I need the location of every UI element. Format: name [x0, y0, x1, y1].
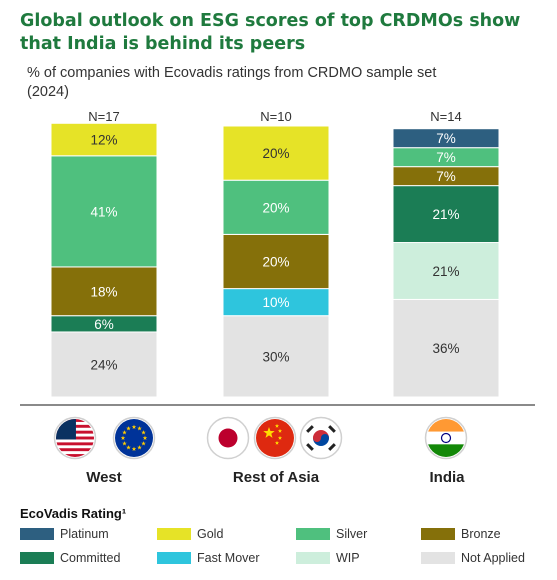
legend-swatch-platinum	[20, 528, 54, 540]
legend-swatch-committed	[20, 552, 54, 564]
data-label-india-silver: 7%	[436, 150, 456, 165]
data-label-india-not-applied: 36%	[432, 341, 459, 356]
legend-swatch-gold	[157, 528, 191, 540]
sample-size-label-west: N=17	[88, 109, 119, 124]
japan-flag-icon	[209, 419, 247, 457]
legend-item-bronze: Bronze	[421, 527, 501, 541]
legend-item-platinum: Platinum	[20, 527, 109, 541]
data-label-west-not-applied: 24%	[90, 357, 117, 372]
stacked-bar-chart: 24% 6% 18% 41% 12% N=17 30% 10% 20% 20% 20% N=10 36%…	[20, 109, 535, 460]
legend-item-gold: Gold	[157, 527, 223, 541]
bar-segment-rest-of-asia-not-applied	[222, 315, 330, 398]
data-label-india-platinum: 7%	[436, 131, 456, 146]
data-label-india-wip: 21%	[432, 264, 459, 279]
bar-segment-india-wip	[392, 242, 500, 300]
bar-segment-rest-of-asia-silver	[222, 179, 330, 235]
india-flag-border	[424, 416, 468, 460]
united-states-flag-icon	[56, 419, 94, 457]
united-states-flag-border	[53, 416, 97, 460]
bar-segment-west-gold	[50, 122, 158, 157]
legend-label-not-applied: Not Applied	[461, 551, 525, 565]
legend-label-bronze: Bronze	[461, 527, 501, 541]
bar-segment-india-not-applied	[392, 298, 500, 398]
bar-segment-west-silver	[50, 155, 158, 268]
sample-size-label-india: N=14	[430, 109, 461, 124]
bar-segment-west-not-applied	[50, 331, 158, 398]
bar-segment-rest-of-asia-fast-mover	[222, 288, 330, 317]
sample-size-label-rest-of-asia: N=10	[260, 109, 291, 124]
legend-label-committed: Committed	[60, 551, 121, 565]
chart-title: Global outlook on ESG scores of top CRDM…	[20, 11, 521, 54]
legend-swatch-silver	[296, 528, 330, 540]
legend-swatch-bronze	[421, 528, 455, 540]
data-label-west-gold: 12%	[90, 133, 117, 148]
india-flag-icon	[427, 419, 465, 457]
data-label-rest-of-asia-fast-mover: 10%	[262, 295, 289, 310]
category-label-rest-of-asia: Rest of Asia	[232, 469, 320, 486]
data-label-rest-of-asia-not-applied: 30%	[262, 349, 289, 364]
european-union-flag-icon	[115, 419, 153, 457]
japan-flag-border	[206, 416, 250, 460]
bar-segment-rest-of-asia-bronze	[222, 233, 330, 290]
data-label-west-silver: 41%	[90, 204, 117, 219]
legend-item-not-applied: Not Applied	[421, 551, 525, 565]
data-label-rest-of-asia-bronze: 20%	[262, 255, 289, 270]
china-flag-icon	[256, 419, 294, 457]
data-label-india-committed: 21%	[432, 207, 459, 222]
legend-label-silver: Silver	[336, 527, 368, 541]
legend-item-silver: Silver	[296, 527, 367, 541]
legend-item-committed: Committed	[20, 551, 120, 565]
legend-swatch-fast-mover	[157, 552, 191, 564]
legend-label-gold: Gold	[197, 527, 224, 541]
chart-subtitle: % of companies with Ecovadis ratings fro…	[27, 65, 437, 100]
legend-item-fast-mover: Fast Mover	[157, 551, 260, 565]
data-label-west-committed: 6%	[94, 317, 114, 332]
south-korea-flag-border	[299, 416, 343, 460]
data-label-rest-of-asia-gold: 20%	[262, 146, 289, 161]
legend-item-wip: WIP	[296, 551, 360, 565]
south-korea-flag-icon	[302, 419, 340, 457]
legend-swatch-wip	[296, 552, 330, 564]
category-label-west: West	[86, 469, 122, 486]
data-label-west-bronze: 18%	[90, 284, 117, 299]
bar-segment-west-bronze	[50, 266, 158, 317]
legend-label-fast-mover: Fast Mover	[197, 551, 260, 565]
data-label-rest-of-asia-silver: 20%	[262, 200, 289, 215]
legend-swatch-not-applied	[421, 552, 455, 564]
european-union-flag-border	[112, 416, 156, 460]
category-label-india: India	[429, 469, 465, 486]
data-label-india-bronze: 7%	[436, 169, 456, 184]
legend-label-platinum: Platinum	[60, 527, 109, 541]
bar-segment-rest-of-asia-gold	[222, 125, 330, 181]
china-flag-border	[253, 416, 297, 460]
legend-label-wip: WIP	[336, 551, 360, 565]
bar-segment-india-committed	[392, 185, 500, 244]
bar-segment-india-platinum	[392, 128, 500, 149]
legend-title: EcoVadis Rating¹	[20, 506, 127, 521]
